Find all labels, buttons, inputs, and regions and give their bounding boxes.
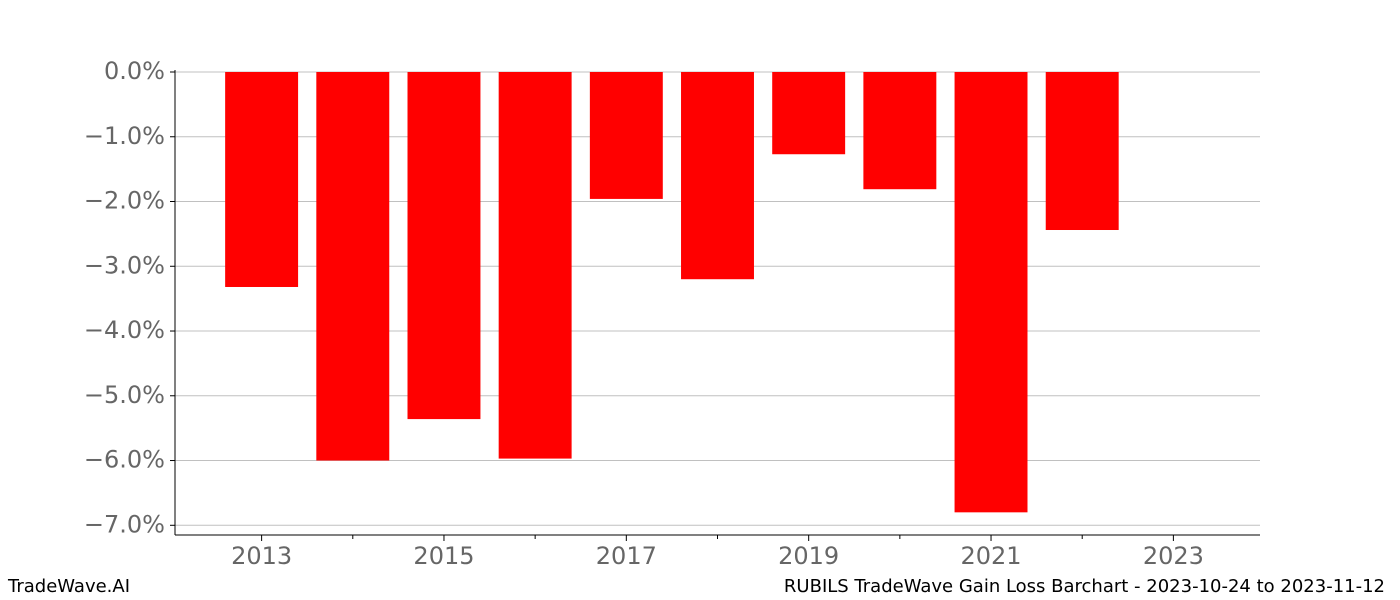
- bar: [589, 72, 663, 199]
- y-tick-label: −6.0%: [84, 446, 165, 474]
- bar: [863, 72, 937, 190]
- y-tick-label: −7.0%: [84, 510, 165, 538]
- x-tick-label: 2017: [596, 542, 657, 570]
- x-tick-label: 2019: [778, 542, 839, 570]
- y-tick-label: 0.0%: [104, 57, 165, 85]
- bar: [498, 72, 572, 459]
- bar: [954, 72, 1028, 513]
- y-tick-label: −4.0%: [84, 316, 165, 344]
- bar: [681, 72, 754, 280]
- bar: [1045, 72, 1119, 231]
- chart-title: RUBILS TradeWave Gain Loss Barchart - 20…: [784, 576, 1385, 597]
- y-tick-label: −3.0%: [84, 251, 165, 279]
- bar: [772, 72, 846, 155]
- y-tick-label: −5.0%: [84, 381, 165, 409]
- x-tick-label: 2013: [231, 542, 292, 570]
- x-tick-label: 2023: [1143, 542, 1204, 570]
- bar: [225, 72, 299, 287]
- x-tick-label: 2021: [960, 542, 1021, 570]
- y-tick-label: −2.0%: [84, 187, 165, 215]
- bar: [407, 72, 481, 420]
- x-tick-label: 2015: [413, 542, 474, 570]
- y-tick-label: −1.0%: [84, 122, 165, 150]
- bar: [316, 72, 390, 461]
- watermark: TradeWave.AI: [7, 576, 130, 597]
